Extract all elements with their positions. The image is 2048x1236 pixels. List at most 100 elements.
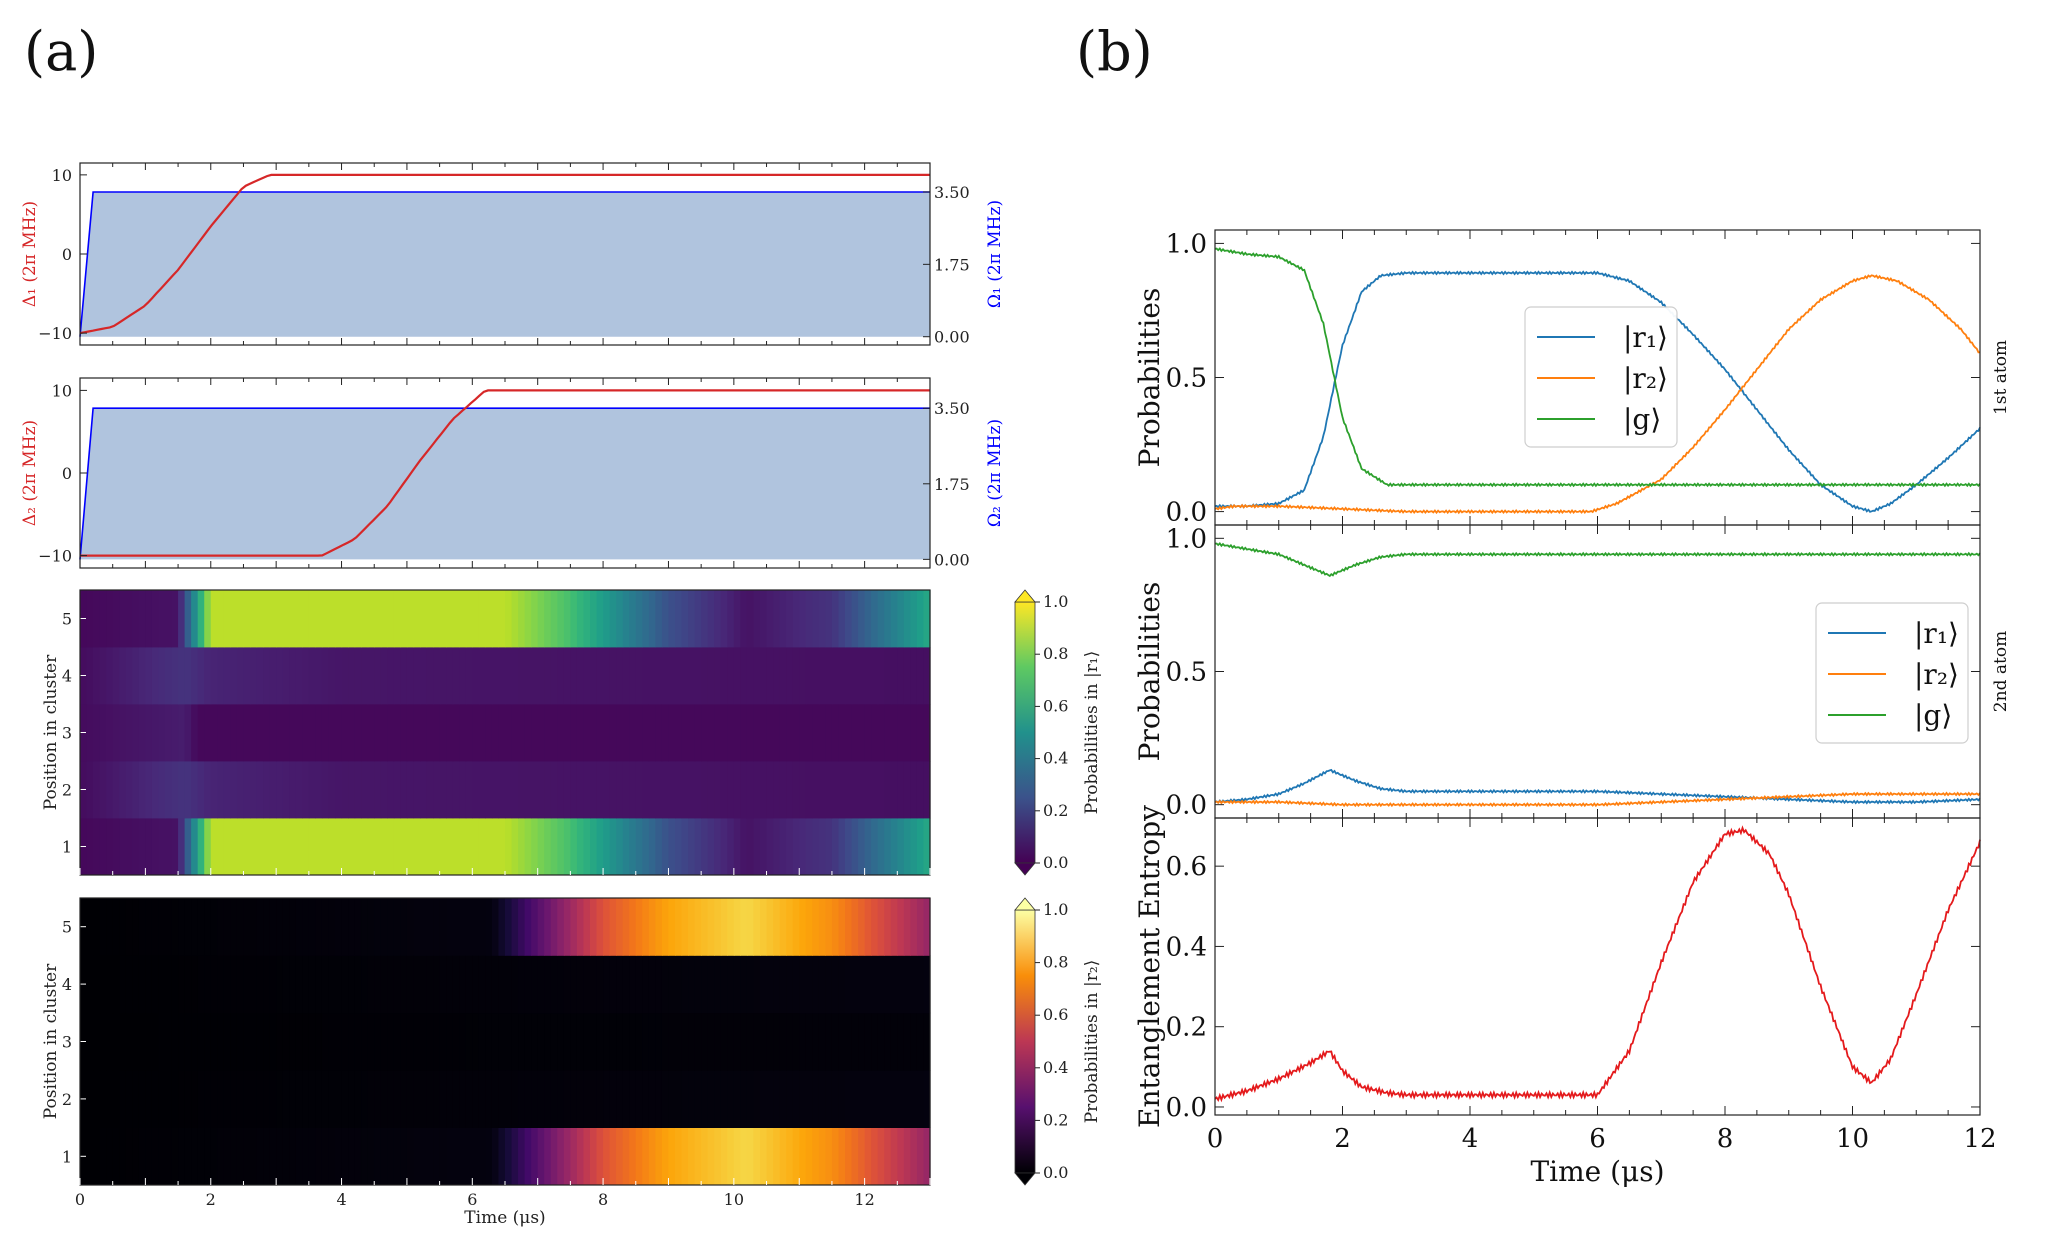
heatmap-cell	[884, 898, 892, 956]
heatmap-cell	[786, 704, 794, 762]
y-axis-label-right: Ω₁ (2π MHz)	[985, 200, 1005, 308]
heatmap-cell	[315, 590, 323, 648]
heatmap-cell	[452, 1127, 460, 1186]
heatmap-cell	[805, 761, 813, 819]
heatmap-cell	[387, 1070, 395, 1128]
heatmap-cell	[472, 818, 480, 876]
heatmap-cell	[295, 1127, 303, 1186]
heatmap-cell	[910, 818, 918, 876]
heatmap-cell	[851, 818, 859, 876]
heatmap-cell	[86, 590, 94, 648]
heatmap-cell	[230, 1127, 238, 1186]
heatmap-cell	[393, 1127, 401, 1186]
heatmap-cell	[223, 761, 231, 819]
heatmap-cell	[433, 1127, 441, 1186]
heatmap-cell	[910, 761, 918, 819]
heatmap-cell	[478, 590, 486, 648]
heatmap-cell	[387, 590, 395, 648]
heatmap-cell	[321, 704, 330, 762]
heatmap-cell	[583, 1070, 591, 1128]
heatmap-cell	[851, 898, 859, 956]
heatmap-cell	[335, 761, 343, 819]
heatmap-cell	[563, 818, 571, 876]
heatmap-cell	[897, 704, 905, 762]
heatmap-cell	[845, 704, 853, 762]
heatmap-cell	[256, 590, 264, 648]
heatmap-cell	[236, 761, 245, 819]
heatmap-cell	[773, 1012, 781, 1071]
heatmap-cell	[871, 1127, 879, 1186]
heatmap-cell	[491, 704, 500, 762]
heatmap-cell	[635, 647, 643, 705]
heatmap-cell	[779, 761, 787, 819]
heatmap-cell	[446, 647, 454, 705]
heatmap-cell	[688, 647, 696, 705]
heatmap-cell	[472, 1070, 480, 1128]
heatmap-cell	[184, 647, 192, 705]
heatmap-cell	[746, 818, 755, 876]
heatmap-cell	[171, 1070, 179, 1128]
heatmap-cell	[86, 1070, 94, 1128]
heatmap-cell	[269, 704, 277, 762]
heatmap-cell	[923, 955, 931, 1014]
heatmap-cell	[590, 955, 598, 1014]
heatmap-cell	[210, 761, 218, 819]
heatmap-cell	[590, 818, 598, 876]
heatmap-cell	[675, 1070, 683, 1128]
heatmap-cell	[701, 1127, 709, 1186]
heatmap-cell	[544, 898, 552, 956]
heatmap-cell	[341, 955, 349, 1014]
heatmap-cell	[890, 761, 898, 819]
heatmap-cell	[596, 704, 604, 762]
heatmap-cell	[361, 761, 369, 819]
heatmap-cell	[119, 898, 127, 956]
heatmap-cell	[766, 704, 774, 762]
heatmap-cell	[851, 761, 859, 819]
heatmap-cell	[472, 1012, 480, 1071]
series-line	[1214, 791, 1981, 808]
heatmap-cell	[537, 818, 545, 876]
heatmap-cell	[544, 590, 552, 648]
heatmap-cell	[465, 761, 473, 819]
heatmap-cell	[648, 1127, 656, 1186]
heatmap-cell	[354, 1127, 362, 1186]
heatmap-cell	[675, 818, 683, 876]
heatmap-cell	[609, 647, 617, 705]
heatmap-cell	[694, 761, 702, 819]
heatmap-cell	[86, 761, 94, 819]
heatmap-cell	[544, 1070, 552, 1128]
heatmap-cell	[655, 955, 663, 1014]
heatmap-cell	[668, 1012, 676, 1071]
heatmap-cell	[204, 704, 212, 762]
heatmap-cell	[675, 1127, 683, 1186]
heatmap-cell	[354, 590, 362, 648]
heatmap-cell	[910, 955, 918, 1014]
heatmap-cell	[786, 1070, 794, 1128]
heatmap-cell	[563, 955, 571, 1014]
heatmap-cell	[112, 761, 120, 819]
heatmap-cell	[603, 647, 611, 705]
chart-a3-heatmap-r1: 1 2 3 4 5 Position in cluster 1.0 0.8 0.6 0.4 0.2 0…	[41, 589, 1102, 876]
heatmap-cell	[655, 761, 663, 819]
heatmap-cell	[668, 761, 676, 819]
heatmap-cell	[498, 647, 506, 705]
heatmap-cell	[165, 818, 173, 876]
heatmap-cell	[635, 1012, 643, 1071]
heatmap-cell	[478, 647, 486, 705]
heatmap-cell	[675, 704, 683, 762]
heatmap-cell	[171, 704, 179, 762]
heatmap-cell	[354, 955, 362, 1014]
series-line	[1214, 247, 1981, 488]
heatmap-cell	[315, 1070, 323, 1128]
heatmap-cell	[478, 761, 486, 819]
heatmap-cell	[563, 1012, 571, 1071]
colorbar-tick-label: 0.0	[1043, 1163, 1068, 1182]
heatmap-cell	[86, 898, 94, 956]
heatmap-cell	[897, 898, 905, 956]
heatmap-cell	[184, 761, 192, 819]
heatmap-cell	[491, 1012, 500, 1071]
heatmap-cell	[367, 1127, 375, 1186]
heatmap-cell	[256, 1070, 264, 1128]
heatmap-cell	[622, 647, 630, 705]
heatmap-cell	[178, 1070, 186, 1128]
